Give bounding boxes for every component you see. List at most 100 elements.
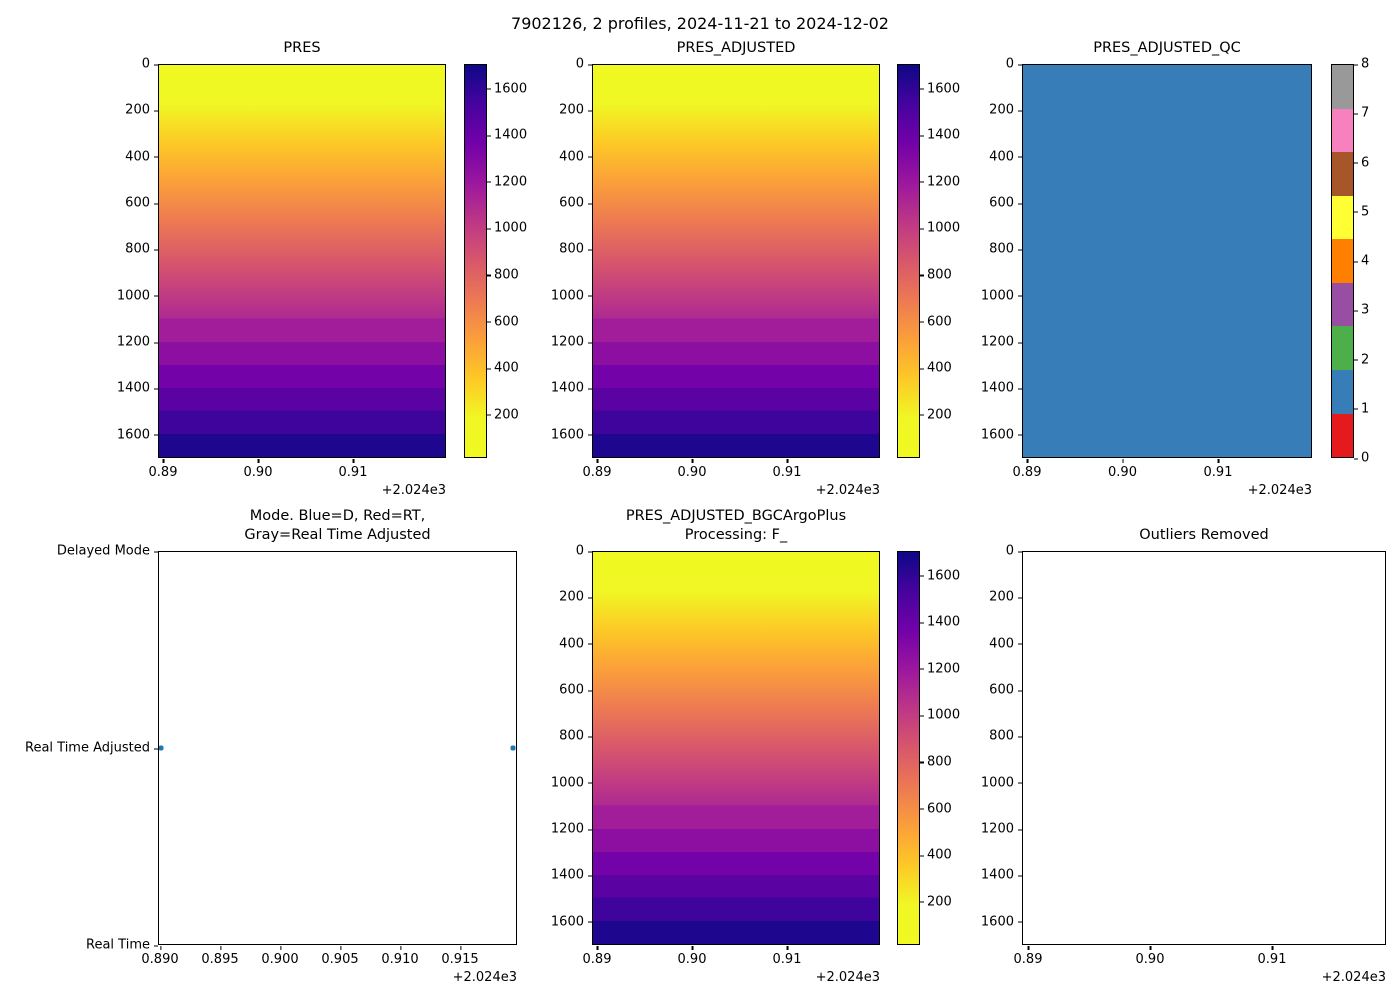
tick-label: 200 — [125, 102, 158, 118]
tick-label: 1400 — [980, 380, 1023, 396]
tick-label: 5 — [1353, 204, 1370, 220]
tick-label: 800 — [125, 241, 158, 257]
tick-label: 1200 — [919, 661, 961, 677]
pres-adjusted-colorbar-gradient — [897, 64, 920, 458]
panel-mode-title-line1: Mode. Blue=D, Red=RT, — [249, 508, 426, 525]
tick-label: 0.910 — [381, 946, 419, 967]
pres-heatmap — [158, 64, 446, 458]
tick-label: 200 — [920, 894, 952, 910]
panel-pres: PRES 0 200 400 600 800 1000 1200 1400 1600 0.89 0… — [117, 40, 446, 498]
tick-label: 400 — [559, 149, 592, 165]
qc-colorbar-segments — [1331, 64, 1354, 458]
tick-label: 0.90 — [677, 946, 707, 967]
tick-label: 1600 — [980, 427, 1023, 443]
tick-label: 0.900 — [261, 946, 299, 967]
tick-label: 1400 — [919, 127, 961, 143]
tick-label: 1000 — [919, 220, 961, 236]
panel-bgc-title-line2: Processing: F_ — [684, 527, 788, 544]
panel-mode-title-line2: Gray=Real Time Adjusted — [244, 527, 431, 544]
tick-label: 200 — [989, 102, 1022, 118]
tick-label: 1200 — [550, 334, 593, 350]
mode-x-axis: 0.890 0.895 0.900 0.905 0.910 0.915 — [141, 946, 517, 968]
panel-pres-adjusted-title: PRES_ADJUSTED — [676, 40, 796, 57]
tick-label: 1400 — [550, 867, 593, 883]
panel-outliers: Outliers Removed 0 200 400 600 800 1000 1200 14… — [981, 527, 1386, 985]
tick-label: 0.91 — [1257, 946, 1287, 967]
tick-label: 1000 — [116, 288, 159, 304]
tick-label: 7 — [1353, 105, 1370, 121]
colorbar-segment — [1332, 108, 1353, 153]
tick-label: 0.89 — [1012, 459, 1042, 480]
pres-colorbar: 1600 1400 1200 1000 800 600 400 200 — [464, 64, 527, 458]
tick-label: 4 — [1353, 253, 1370, 269]
tick-label: Delayed Mode — [56, 543, 159, 559]
tick-label: 600 — [559, 682, 592, 698]
mode-x-offset: +2.024e3 — [452, 970, 517, 985]
tick-label: 600 — [125, 195, 158, 211]
tick-label: 200 — [559, 102, 592, 118]
tick-label: 0.895 — [201, 946, 239, 967]
colorbar-segment — [1332, 239, 1353, 283]
tick-label: 200 — [487, 407, 519, 423]
qc-x-axis: 0.89 0.90 0.91 — [1013, 459, 1312, 481]
tick-label: 0.89 — [1013, 946, 1043, 967]
tick-label: 1600 — [116, 427, 159, 443]
tick-label: 400 — [920, 360, 952, 376]
tick-label: Real Time — [86, 937, 158, 953]
mode-point-profile2 — [510, 745, 516, 751]
outliers-x-axis: 0.89 0.90 0.91 — [1014, 946, 1386, 968]
tick-label: 600 — [559, 195, 592, 211]
mode-point-profile1 — [159, 745, 164, 751]
tick-label: 800 — [989, 728, 1022, 744]
tick-label: 1200 — [486, 174, 528, 190]
outliers-plot — [1022, 551, 1386, 945]
tick-label: 600 — [989, 195, 1022, 211]
tick-label: 0.91 — [772, 946, 802, 967]
pres-adjusted-colorbar: 1600 1400 1200 1000 800 600 400 200 — [897, 64, 960, 458]
tick-label: 1000 — [486, 220, 528, 236]
tick-label: 1200 — [919, 174, 961, 190]
pres-x-axis: 0.89 0.90 0.91 — [149, 459, 446, 481]
tick-label: 0 — [575, 543, 593, 559]
qc-heatmap — [1022, 64, 1312, 458]
tick-label: 1200 — [980, 334, 1023, 350]
tick-label: 600 — [487, 314, 519, 329]
colorbar-segment — [1332, 369, 1353, 414]
bgc-x-offset: +2.024e3 — [815, 970, 880, 985]
tick-label: 1400 — [550, 380, 593, 396]
pres-colorbar-gradient — [464, 64, 487, 458]
pres-adjusted-x-axis: 0.89 0.90 0.91 — [583, 459, 880, 481]
tick-label: 0.91 — [1203, 459, 1233, 480]
tick-label: 1600 — [919, 81, 961, 96]
colorbar-segment — [1332, 413, 1353, 458]
outliers-x-offset: +2.024e3 — [1321, 970, 1386, 985]
panel-qc: PRES_ADJUSTED_QC 0 200 400 600 800 1000 1200 14… — [981, 40, 1312, 498]
colorbar-segment — [1332, 65, 1353, 109]
mode-plot — [158, 551, 517, 945]
tick-label: Real Time Adjusted — [25, 740, 158, 756]
tick-label: 400 — [989, 636, 1022, 652]
tick-label: 0.890 — [141, 946, 179, 967]
panel-mode-title: Mode. Blue=D, Red=RT, Gray=Real Time Adj… — [118, 507, 557, 545]
tick-label: 0.905 — [321, 946, 359, 967]
tick-label: 2 — [1353, 352, 1370, 367]
pres-x-offset: +2.024e3 — [381, 483, 446, 498]
qc-x-offset: +2.024e3 — [1247, 483, 1312, 498]
tick-label: 1000 — [980, 288, 1023, 304]
tick-label: 1600 — [919, 568, 961, 583]
tick-label: 0.90 — [1135, 946, 1165, 967]
tick-label: 0 — [141, 56, 159, 72]
tick-label: 400 — [989, 149, 1022, 165]
tick-label: 0 — [1005, 56, 1023, 72]
panel-pres-adjusted: PRES_ADJUSTED 0 200 400 600 800 1000 1200 1400 1… — [551, 40, 880, 498]
tick-label: 800 — [559, 241, 592, 257]
tick-label: 1600 — [486, 81, 528, 96]
tick-label: 400 — [559, 636, 592, 652]
bgc-colorbar-gradient — [897, 551, 920, 945]
tick-label: 1400 — [116, 380, 159, 396]
tick-label: 1400 — [486, 127, 528, 143]
tick-label: 0 — [1005, 543, 1023, 559]
tick-label: 400 — [125, 149, 158, 165]
tick-label: 800 — [920, 267, 952, 283]
